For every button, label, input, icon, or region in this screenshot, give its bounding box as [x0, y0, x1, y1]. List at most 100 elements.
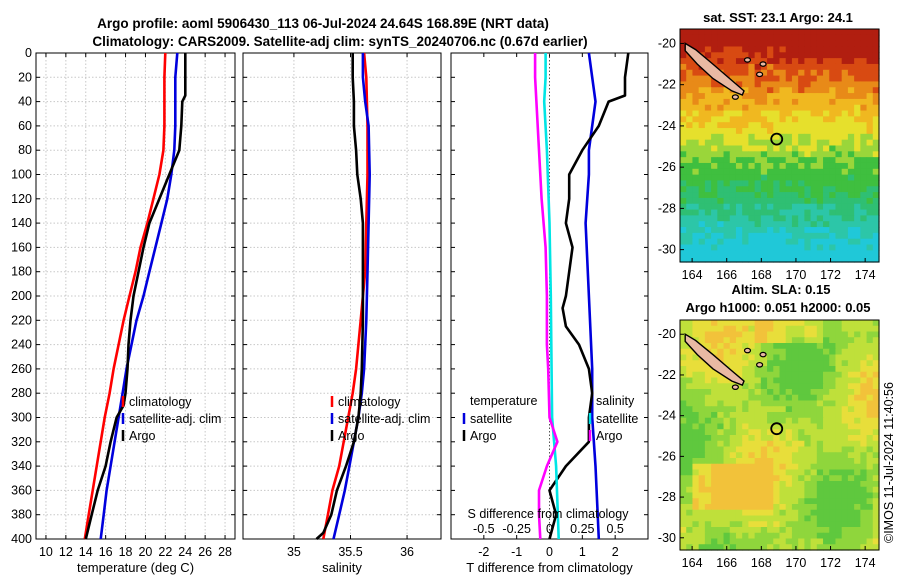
map-cell	[767, 151, 774, 158]
x-tick-label: 2	[612, 545, 619, 559]
map-cell	[816, 215, 824, 222]
map-cell	[823, 492, 830, 499]
map-cell	[866, 227, 874, 234]
map-cell	[723, 63, 731, 71]
map-cell	[872, 238, 880, 246]
map-cell	[823, 244, 830, 251]
map-cell	[860, 93, 868, 100]
map-cell	[735, 463, 743, 471]
map-cell	[785, 406, 793, 413]
map-cell	[779, 354, 787, 361]
map-cell	[760, 157, 768, 164]
map-cell	[841, 498, 849, 505]
map-cell	[717, 186, 725, 193]
map-cell	[704, 122, 712, 129]
map-cell	[773, 104, 781, 112]
map-cell	[847, 371, 855, 379]
map-cell	[810, 122, 818, 129]
map-cell	[779, 532, 787, 540]
map-cell	[773, 40, 781, 48]
map-cell	[872, 104, 880, 112]
map-cell	[711, 452, 718, 459]
map-cell	[742, 34, 750, 42]
map-cell	[866, 366, 874, 373]
map-cell	[773, 75, 781, 83]
map-cell	[810, 81, 818, 88]
map-cell	[711, 337, 718, 344]
map-cell	[698, 116, 706, 123]
map-cell	[872, 174, 880, 182]
map-cell	[704, 186, 712, 193]
map-cell	[810, 331, 818, 338]
map-cell	[823, 180, 830, 187]
map-cell	[704, 203, 712, 211]
map-cell	[711, 412, 718, 419]
map-cell	[723, 463, 731, 471]
map-cell	[847, 157, 855, 164]
map-cell	[760, 227, 768, 234]
map-cell	[798, 406, 805, 413]
map-cell	[841, 232, 849, 240]
map-cell	[748, 538, 756, 545]
map-cell	[723, 320, 731, 327]
map-cell	[829, 93, 837, 100]
map-cell	[829, 452, 837, 459]
map-cell	[804, 174, 812, 182]
map-cell	[754, 475, 762, 482]
map-cell	[810, 250, 818, 257]
map-cell	[841, 544, 849, 551]
map-cell	[791, 475, 799, 482]
map-cell	[847, 446, 855, 453]
map-cell	[791, 122, 799, 129]
map-cell	[829, 250, 837, 257]
map-cell	[698, 371, 706, 379]
map-cell	[847, 174, 855, 182]
map-cell	[785, 440, 793, 448]
map-cell	[816, 366, 824, 373]
map-cell	[816, 203, 824, 211]
map-cell	[872, 133, 880, 141]
map-cell	[773, 486, 781, 494]
map-cell	[823, 417, 830, 425]
map-cell	[866, 244, 874, 251]
map-cell	[723, 509, 731, 517]
map-cell	[742, 139, 750, 147]
map-x-tick-label: 172	[820, 556, 841, 570]
map-cell	[872, 98, 880, 106]
map-cell	[680, 343, 687, 350]
map-cell	[804, 186, 812, 193]
map-cell	[816, 186, 824, 193]
map-cell	[698, 475, 706, 482]
map-y-tick-label: -24	[658, 119, 676, 133]
map-cell	[767, 360, 774, 367]
map-cell	[704, 400, 712, 407]
map-cell	[823, 104, 830, 112]
map-cell	[779, 400, 787, 407]
map-cell	[680, 151, 687, 158]
map-cell	[717, 452, 725, 459]
map-cell	[754, 221, 762, 228]
map-cell	[723, 492, 731, 499]
s-axis-tick-label: -0.25	[502, 522, 531, 536]
map-x-tick-label: 166	[716, 556, 737, 570]
map-cell	[735, 521, 743, 528]
map-cell	[680, 527, 687, 534]
map-cell	[866, 192, 874, 199]
map-cell	[847, 52, 855, 59]
map-cell	[872, 69, 880, 77]
map-cell	[698, 366, 706, 373]
map-cell	[823, 145, 830, 152]
map-cell	[729, 486, 737, 494]
map-cell	[773, 209, 781, 216]
map-cell	[698, 325, 706, 333]
map-cell	[760, 203, 768, 211]
map-cell	[779, 197, 787, 205]
map-cell	[748, 40, 756, 48]
map-cell	[735, 400, 743, 407]
map-cell	[860, 343, 868, 350]
map-cell	[816, 320, 824, 327]
map-cell	[835, 128, 843, 135]
map-cell	[872, 412, 880, 419]
map-cell	[798, 435, 805, 442]
map-cell	[711, 227, 718, 234]
